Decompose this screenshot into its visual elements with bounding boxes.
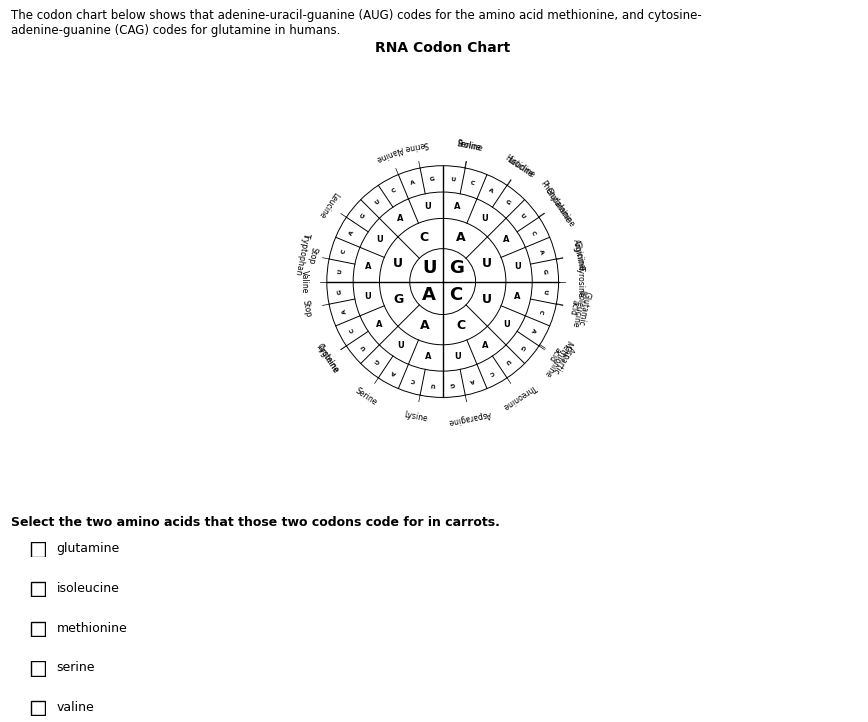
Text: U: U (338, 269, 343, 274)
Text: Serine: Serine (403, 139, 429, 153)
Text: A: A (457, 231, 466, 244)
Text: U: U (376, 235, 383, 243)
Text: G: G (542, 269, 548, 274)
Text: Methionine: Methionine (542, 338, 573, 378)
Text: Threonine: Threonine (501, 382, 538, 411)
Text: Leucine: Leucine (505, 155, 535, 179)
Text: U: U (393, 257, 404, 270)
Text: A: A (454, 202, 461, 212)
Text: A: A (365, 262, 371, 271)
Text: A: A (397, 214, 404, 222)
Text: G: G (393, 293, 404, 306)
Text: U: U (450, 177, 456, 182)
Text: A: A (419, 319, 429, 332)
Text: Glutamic
acid: Glutamic acid (566, 289, 591, 327)
Text: serine: serine (56, 661, 95, 674)
Text: Histidine: Histidine (503, 154, 536, 180)
Text: C: C (538, 308, 544, 314)
Text: Leucine: Leucine (316, 190, 339, 219)
Text: Stop
Tryptophan: Stop Tryptophan (293, 232, 321, 278)
Text: G: G (359, 213, 367, 220)
Text: Select the two amino acids that those two codons code for in carrots.: Select the two amino acids that those tw… (11, 516, 500, 529)
Text: C: C (470, 180, 476, 186)
Text: C: C (488, 369, 494, 375)
Text: valine: valine (56, 701, 94, 714)
Text: G: G (504, 199, 511, 206)
Text: Alanine: Alanine (375, 144, 404, 164)
Text: U: U (454, 352, 461, 361)
Text: U: U (374, 199, 381, 206)
Text: Serine: Serine (457, 139, 482, 152)
Text: Arginine: Arginine (571, 238, 586, 271)
Text: A: A (422, 286, 436, 304)
Text: Valine: Valine (300, 270, 309, 293)
Text: U: U (397, 341, 404, 349)
Text: C: C (457, 319, 465, 332)
FancyBboxPatch shape (31, 622, 45, 636)
Text: U: U (424, 202, 431, 212)
Text: Arginine: Arginine (315, 342, 340, 374)
Text: Stop: Stop (301, 299, 313, 318)
Text: A: A (482, 341, 489, 349)
Text: Glycine: Glycine (571, 240, 586, 270)
Text: A: A (488, 188, 495, 194)
Text: U: U (514, 262, 521, 271)
Text: A: A (503, 235, 510, 243)
Text: U: U (482, 293, 492, 306)
Text: Isoleucine: Isoleucine (570, 289, 587, 329)
Text: C: C (341, 249, 347, 255)
Text: G: G (430, 177, 436, 182)
Text: Asparagine: Asparagine (447, 409, 492, 426)
Text: A: A (515, 292, 521, 301)
Text: isoleucine: isoleucine (56, 582, 119, 595)
Text: Lysine: Lysine (403, 410, 428, 424)
Text: C: C (450, 286, 463, 304)
Text: U: U (482, 214, 489, 222)
Text: C: C (530, 230, 536, 236)
Text: A: A (376, 320, 383, 329)
Text: A: A (538, 248, 544, 255)
Text: glutamine: glutamine (56, 542, 120, 555)
Text: Cysteine: Cysteine (315, 342, 341, 375)
Text: G: G (450, 381, 456, 386)
Text: U: U (504, 357, 511, 365)
FancyBboxPatch shape (31, 661, 45, 676)
Text: U: U (482, 257, 492, 270)
Text: Proline: Proline (456, 139, 483, 153)
FancyBboxPatch shape (31, 582, 45, 596)
Text: A: A (424, 352, 431, 361)
Text: Glutamine: Glutamine (542, 186, 573, 224)
Text: A: A (470, 377, 476, 383)
Text: A: A (341, 308, 347, 315)
Text: Aspartic
acid: Aspartic acid (542, 339, 575, 375)
Text: Tyrosine: Tyrosine (576, 266, 585, 297)
Text: A: A (529, 326, 536, 334)
Text: A: A (391, 369, 398, 375)
Text: G: G (518, 343, 526, 350)
Text: methionine: methionine (56, 622, 128, 635)
Text: U: U (430, 381, 436, 386)
Text: The codon chart below shows that adenine-uracil-guanine (AUG) codes for the amin: The codon chart below shows that adenine… (11, 9, 702, 37)
Text: C: C (410, 377, 416, 383)
Text: G: G (338, 289, 343, 295)
Text: Serine: Serine (353, 386, 378, 407)
Title: RNA Codon Chart: RNA Codon Chart (375, 41, 510, 55)
Text: C: C (391, 188, 398, 194)
Text: U: U (359, 343, 367, 350)
Text: A: A (410, 180, 416, 186)
Text: C: C (420, 231, 429, 244)
FancyBboxPatch shape (31, 542, 45, 557)
Text: A: A (349, 230, 356, 237)
Text: G: G (374, 357, 381, 365)
Text: U: U (365, 292, 372, 301)
Text: U: U (422, 259, 437, 277)
FancyBboxPatch shape (31, 701, 45, 716)
Text: Phenylalanine: Phenylalanine (538, 179, 576, 229)
Text: U: U (518, 213, 526, 220)
Text: U: U (542, 289, 548, 295)
Text: C: C (349, 327, 355, 333)
Text: U: U (503, 320, 510, 329)
Text: G: G (449, 259, 464, 277)
